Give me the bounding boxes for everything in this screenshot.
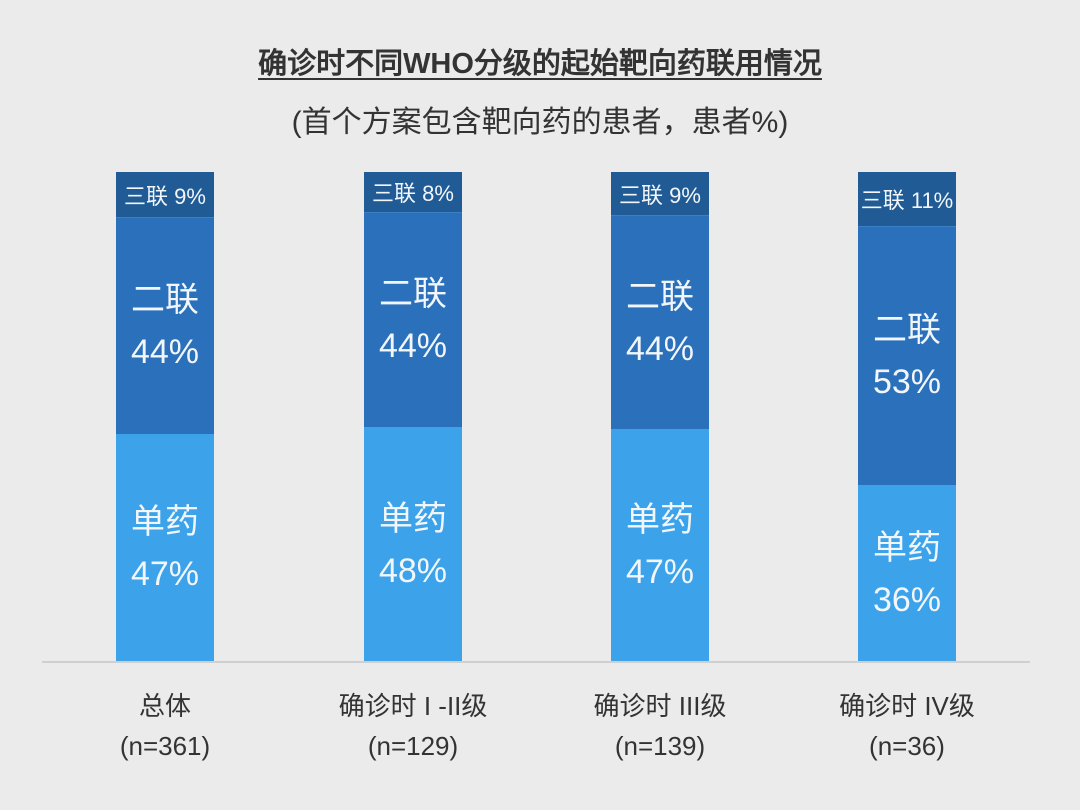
segment-value: 48%	[378, 551, 448, 590]
segment-name: 二联	[131, 281, 199, 319]
segment-name: 单药	[131, 503, 199, 541]
segment-value: 36%	[872, 580, 942, 619]
x-tick-label: 确诊时 I -II级 (n=129)	[293, 686, 533, 766]
segment-mono: 单药 47%	[611, 429, 709, 662]
x-axis-line	[42, 661, 1030, 663]
segment-value: 47%	[130, 555, 200, 593]
bar-who-iv: 三联 11% 二联 53% 单药 36%	[858, 172, 956, 662]
sample-size: (n=36)	[869, 731, 945, 761]
chart-title: 确诊时不同WHO分级的起始靶向药联用情况	[0, 40, 1080, 82]
segment-value: 47%	[625, 552, 695, 591]
x-tick-label: 确诊时 IV级 (n=36)	[787, 686, 1027, 766]
bar-who-iii: 三联 9% 二联 44% 单药 47%	[611, 172, 709, 662]
bar-overall: 三联 9% 二联 44% 单药 47%	[116, 172, 214, 662]
category-name: 确诊时 I -II级	[338, 691, 488, 721]
chart-title-text: 确诊时不同WHO分级的起始靶向药联用情况	[258, 48, 822, 80]
segment-label: 三联 8%	[372, 181, 454, 206]
x-tick-label: 确诊时 III级 (n=139)	[540, 686, 780, 766]
segment-triple: 三联 11%	[858, 172, 956, 226]
segment-mono: 单药 48%	[364, 427, 462, 662]
segment-label: 三联 9%	[619, 182, 701, 208]
segment-mono: 单药 36%	[858, 485, 956, 662]
segment-triple: 三联 9%	[116, 172, 214, 217]
segment-name: 二联	[626, 277, 694, 316]
segment-name: 单药	[873, 528, 941, 567]
segment-value: 44%	[130, 333, 200, 371]
segment-dual: 二联 44%	[116, 217, 214, 434]
segment-value: 44%	[378, 327, 448, 365]
segment-dual: 二联 44%	[611, 215, 709, 429]
chart-subtitle: (首个方案包含靶向药的患者，患者%)	[291, 106, 789, 139]
segment-dual: 二联 53%	[858, 226, 956, 485]
segment-value: 53%	[872, 363, 942, 401]
segment-value: 44%	[625, 329, 695, 368]
segment-name: 二联	[379, 275, 447, 313]
sample-size: (n=129)	[367, 731, 459, 761]
segment-label: 三联 9%	[124, 183, 206, 209]
x-tick-label: 总体 (n=361)	[45, 686, 285, 766]
segment-triple: 三联 9%	[611, 172, 709, 215]
segment-triple: 三联 8%	[364, 172, 462, 212]
segment-mono: 单药 47%	[116, 434, 214, 662]
segment-dual: 二联 44%	[364, 212, 462, 427]
category-name: 确诊时 III级	[593, 691, 727, 721]
segment-name: 单药	[379, 499, 447, 538]
segment-name: 二联	[873, 311, 941, 349]
segment-label: 三联 11%	[860, 188, 954, 213]
category-name: 总体	[138, 691, 191, 721]
segment-name: 单药	[626, 500, 694, 539]
sample-size: (n=361)	[119, 731, 211, 761]
bar-who-i-ii: 三联 8% 二联 44% 单药 48%	[364, 172, 462, 662]
category-name: 确诊时 IV级	[839, 691, 975, 721]
sample-size: (n=139)	[614, 731, 706, 761]
